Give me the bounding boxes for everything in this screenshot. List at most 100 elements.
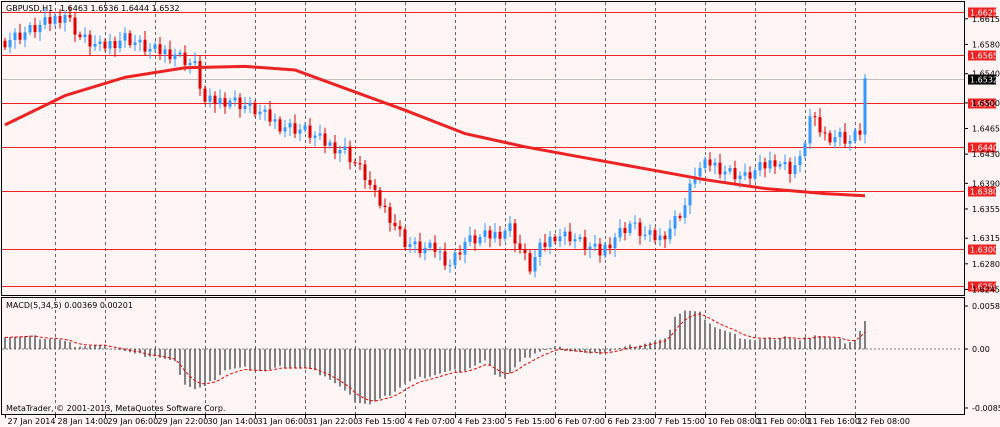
candle-body: [333, 142, 337, 154]
price-level-tag-label: 1.6565: [970, 52, 998, 61]
candle-body: [463, 241, 467, 255]
time-label: 31 Jan 22:00: [308, 417, 359, 426]
candle-body: [338, 149, 342, 154]
macd-bar: [529, 349, 531, 358]
macd-bar: [99, 345, 101, 349]
macd-bar: [69, 341, 71, 349]
candle-body: [158, 44, 162, 55]
macd-bar: [264, 349, 266, 372]
macd-bar: [594, 349, 596, 352]
macd-bar: [644, 343, 646, 349]
candle-body: [123, 33, 127, 41]
candle-body: [443, 251, 447, 266]
macd-bar: [174, 349, 176, 362]
candle-body: [253, 102, 257, 115]
candle-body: [63, 15, 67, 23]
candle-body: [518, 243, 522, 250]
macd-bar: [819, 336, 821, 349]
candle-body: [298, 129, 302, 134]
candle-body: [178, 52, 182, 55]
macd-bar: [694, 311, 696, 349]
candle-body: [278, 119, 282, 132]
price-level-tag: [968, 50, 996, 61]
macd-bar: [474, 349, 476, 366]
time-label: 11 Feb 16:00: [808, 417, 860, 426]
candle-body: [693, 176, 697, 184]
macd-bar: [119, 349, 121, 350]
macd-bar: [179, 349, 181, 375]
macd-bar: [719, 328, 721, 349]
macd-bar: [274, 349, 276, 368]
macd-bar: [359, 349, 361, 404]
candle-body: [648, 230, 652, 235]
macd-bar: [454, 349, 456, 370]
macd-bar: [449, 349, 451, 371]
candle-body: [398, 226, 402, 230]
price-level-tag: [968, 186, 996, 197]
macd-bar: [749, 339, 751, 349]
candle-body: [553, 236, 557, 242]
macd-bar: [79, 346, 81, 349]
macd-bar: [324, 349, 326, 377]
macd-bar: [464, 349, 466, 371]
candle-body: [48, 17, 52, 24]
candle-body: [488, 230, 492, 239]
symbol-label: GBPUSD,H1: [6, 4, 53, 13]
copyright-label: MetaTrader, © 2001-2013, MetaQuotes Soft…: [6, 404, 225, 413]
macd-bar: [514, 349, 516, 368]
candle-body: [853, 130, 857, 141]
macd-bar: [399, 349, 401, 388]
candle-body: [93, 44, 97, 47]
macd-bar: [294, 349, 296, 368]
candle-body: [613, 237, 617, 249]
price-tick-label: 1.6245: [972, 285, 1000, 294]
candle-body: [448, 265, 452, 267]
candle-body: [378, 189, 382, 206]
candle-body: [238, 97, 242, 109]
macd-bar: [404, 349, 406, 384]
candle-body: [713, 162, 717, 166]
candle-body: [858, 130, 862, 135]
candle-body: [818, 117, 822, 133]
macd-bar: [209, 349, 211, 382]
macd-bar: [384, 349, 386, 396]
price-tick-label: 1.6390: [972, 179, 1000, 188]
macd-bar: [784, 336, 786, 349]
macd-bar: [739, 338, 741, 349]
candle-body: [393, 222, 397, 227]
candle-body: [528, 253, 532, 272]
candle-body: [638, 222, 642, 236]
candle-body: [98, 41, 102, 45]
macd-bar: [259, 349, 261, 372]
macd-bar: [509, 349, 511, 374]
candle-body: [293, 123, 297, 134]
candle-body: [458, 252, 462, 255]
price-tick-label: 1.6280: [972, 260, 1000, 269]
macd-bar: [419, 349, 421, 377]
candle-body: [23, 32, 27, 40]
candle-body: [8, 39, 12, 48]
macd-bar: [839, 338, 841, 349]
macd-bar: [734, 333, 736, 349]
candle-body: [223, 98, 227, 107]
candle-body: [193, 61, 197, 64]
macd-bar: [414, 349, 416, 380]
macd-bar: [849, 342, 851, 349]
candle-body: [708, 159, 712, 166]
macd-bar: [49, 338, 51, 349]
macd-bar: [104, 344, 106, 349]
macd-bar: [219, 349, 221, 376]
macd-bar: [789, 337, 791, 349]
price-level-tag-label: 1.6300: [970, 246, 998, 255]
price-tick-label: 1.6500: [972, 99, 1000, 108]
macd-histogram: [4, 310, 866, 405]
candle-body: [773, 160, 777, 167]
candle-body: [263, 109, 267, 112]
macd-bar: [709, 323, 711, 349]
macd-bar: [229, 349, 231, 370]
candle-body: [838, 131, 842, 138]
price-level-tag-label: 1.6250: [970, 283, 998, 292]
candle-body: [483, 230, 487, 237]
macd-bar: [409, 349, 411, 382]
